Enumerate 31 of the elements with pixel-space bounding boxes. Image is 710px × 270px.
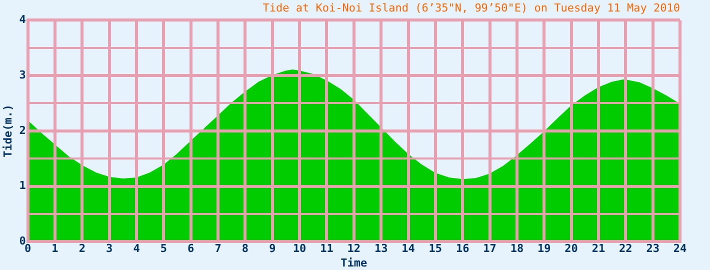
x-tick-label: 4 [133, 242, 140, 256]
x-tick-label: 16 [456, 242, 470, 256]
x-tick-label: 24 [673, 242, 687, 256]
x-axis-title: Time [340, 256, 368, 270]
x-tick-label: 22 [619, 242, 632, 256]
x-tick-label: 9 [269, 242, 276, 256]
x-tick-label: 2 [78, 242, 86, 256]
x-tick-label: 19 [538, 242, 551, 256]
chart-title: Tide at Koi-Noi Island (6’35"N, 99’50"E) on Tuesday 11 May 2010 [262, 1, 680, 14]
x-tick-label: 6 [188, 242, 195, 256]
x-tick-label: 14 [402, 242, 416, 256]
x-tick-label: 7 [214, 242, 222, 256]
y-tick-label: 2 [19, 124, 26, 137]
x-tick-label: 3 [106, 242, 113, 256]
x-tick-label: 5 [160, 242, 168, 256]
x-tick-label: 17 [483, 242, 496, 256]
x-tick-label: 1 [52, 242, 59, 256]
x-tick-label: 11 [320, 242, 334, 256]
x-tick-label: 15 [428, 242, 442, 256]
y-axis-title: Tide(m.) [1, 104, 14, 158]
x-tick-label: 18 [510, 242, 524, 256]
y-tick-label: 1 [19, 179, 26, 192]
x-tick-label: 13 [374, 242, 388, 256]
x-tick-label: 23 [646, 242, 660, 256]
x-tick-label: 12 [347, 242, 361, 256]
x-tick-label: 10 [292, 242, 306, 256]
y-tick-label: 4 [19, 13, 26, 26]
y-tick-label: 3 [19, 68, 26, 82]
x-tick-label: 21 [592, 242, 606, 256]
x-tick-label: 20 [564, 242, 578, 256]
x-tick-label: 8 [242, 242, 249, 256]
